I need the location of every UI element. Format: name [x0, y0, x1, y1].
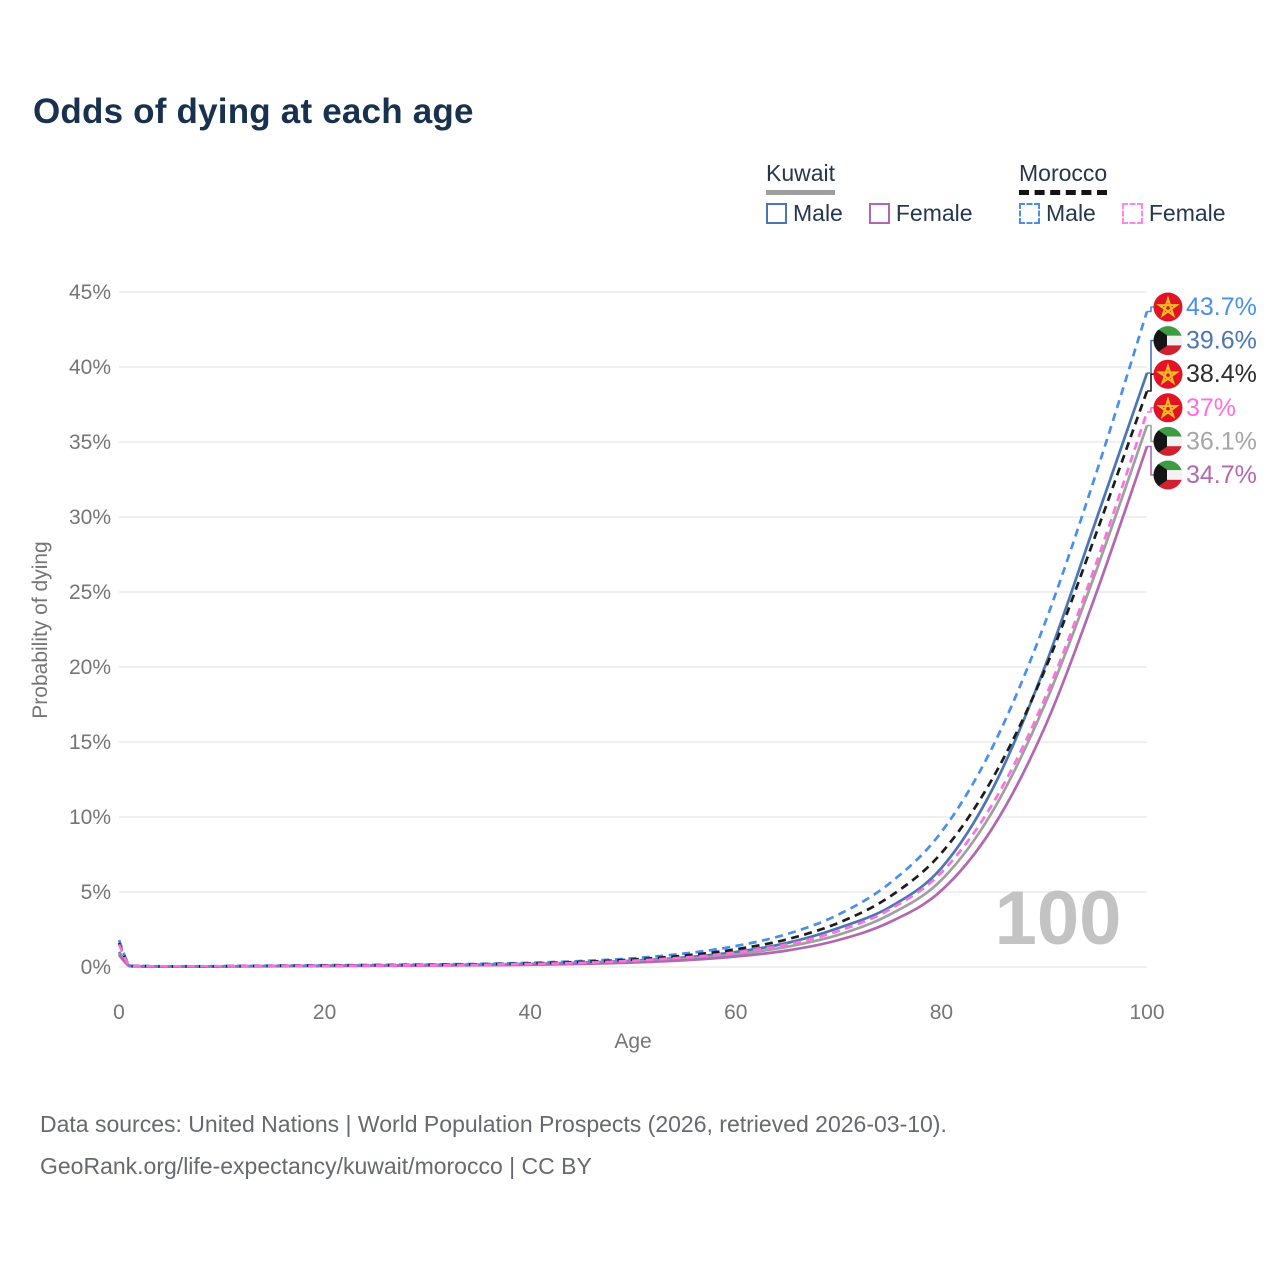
legend-country-morocco[interactable]: Morocco [1019, 160, 1108, 195]
x-tick-label: 0 [113, 1001, 125, 1024]
y-axis-tick-labels: 0% 5% 10% 15% 20% 25% 30% 35% 40% 45% [69, 281, 111, 979]
legend-item-label: Male [793, 200, 843, 226]
y-axis-title: Probability of dying [29, 541, 52, 718]
end-value-label: 36.1% [1186, 427, 1257, 455]
series-line-kuwait-both-sexes[interactable] [117, 425, 1149, 968]
y-tick-label: 25% [69, 581, 111, 604]
legend-row-morocco: Male Female [1019, 200, 1226, 227]
y-tick-label: 10% [69, 806, 111, 829]
series-lines [117, 311, 1149, 969]
legend-item-morocco-male[interactable]: Male [1019, 200, 1096, 227]
age-counter-watermark: 100 [995, 876, 1122, 961]
x-tick-label: 80 [930, 1001, 953, 1024]
series-end-labels: 43.7% 39.6% 38.4% 37% 36.1% 34.7% [1147, 292, 1257, 490]
y-tick-label: 5% [81, 881, 111, 904]
legend-item-morocco-female[interactable]: Female [1121, 200, 1226, 227]
y-tick-label: 20% [69, 656, 111, 679]
legend-item-label: Female [1148, 200, 1226, 226]
end-value-label: 37% [1186, 394, 1236, 422]
y-tick-label: 15% [69, 731, 111, 754]
legend-group-morocco: Morocco Male Female [1019, 160, 1226, 227]
end-value-label: 43.7% [1186, 293, 1257, 321]
x-axis-title: Age [614, 1030, 651, 1053]
footer: Data sources: United Nations | World Pop… [40, 1104, 947, 1188]
kuwait-flag-icon [1153, 460, 1183, 490]
morocco-male-swatch-icon [1019, 203, 1040, 224]
kuwait-flag-icon [1153, 326, 1183, 356]
y-tick-label: 30% [69, 506, 111, 529]
morocco-flag-icon [1153, 393, 1183, 423]
footer-attribution: GeoRank.org/life-expectancy/kuwait/moroc… [40, 1152, 592, 1179]
x-tick-label: 20 [313, 1001, 336, 1024]
end-value-label: 38.4% [1186, 360, 1257, 388]
series-line-kuwait-male[interactable] [117, 372, 1149, 968]
end-value-label: 39.6% [1186, 327, 1257, 355]
legend-row-kuwait: Male Female [766, 200, 973, 227]
x-tick-label: 40 [519, 1001, 542, 1024]
morocco-flag-icon [1153, 292, 1183, 322]
x-tick-label: 100 [1129, 1001, 1164, 1024]
legend-country-kuwait[interactable]: Kuwait [766, 160, 836, 195]
page-title: Odds of dying at each age [33, 92, 474, 131]
kuwait-flag-icon [1153, 426, 1183, 456]
series-line-morocco-both-sexes[interactable] [117, 390, 1149, 968]
series-line-kuwait-female[interactable] [117, 446, 1149, 969]
y-tick-label: 35% [69, 431, 111, 454]
legend-item-kuwait-male[interactable]: Male [766, 200, 843, 227]
morocco-flag-icon [1153, 359, 1183, 389]
x-tick-label: 60 [724, 1001, 747, 1024]
series-line-morocco-female[interactable] [117, 411, 1149, 968]
y-tick-label: 45% [69, 281, 111, 304]
morocco-female-swatch-icon [1121, 203, 1143, 224]
kuwait-female-swatch-icon [868, 203, 890, 224]
legend-group-kuwait: Kuwait Male Female [766, 160, 973, 227]
footer-data-sources: Data sources: United Nations | World Pop… [40, 1111, 947, 1137]
x-axis-tick-labels: 0 20 40 60 80 100 [113, 1001, 1164, 1024]
y-tick-label: 0% [81, 956, 111, 979]
legend-item-label: Male [1046, 200, 1096, 226]
legend-item-label: Female [895, 200, 973, 226]
series-line-morocco-male[interactable] [117, 311, 1149, 968]
legend-item-kuwait-female[interactable]: Female [868, 200, 973, 227]
kuwait-male-swatch-icon [766, 203, 787, 224]
gridlines [119, 291, 1147, 968]
y-tick-label: 40% [69, 356, 111, 379]
end-value-label: 34.7% [1186, 461, 1257, 489]
